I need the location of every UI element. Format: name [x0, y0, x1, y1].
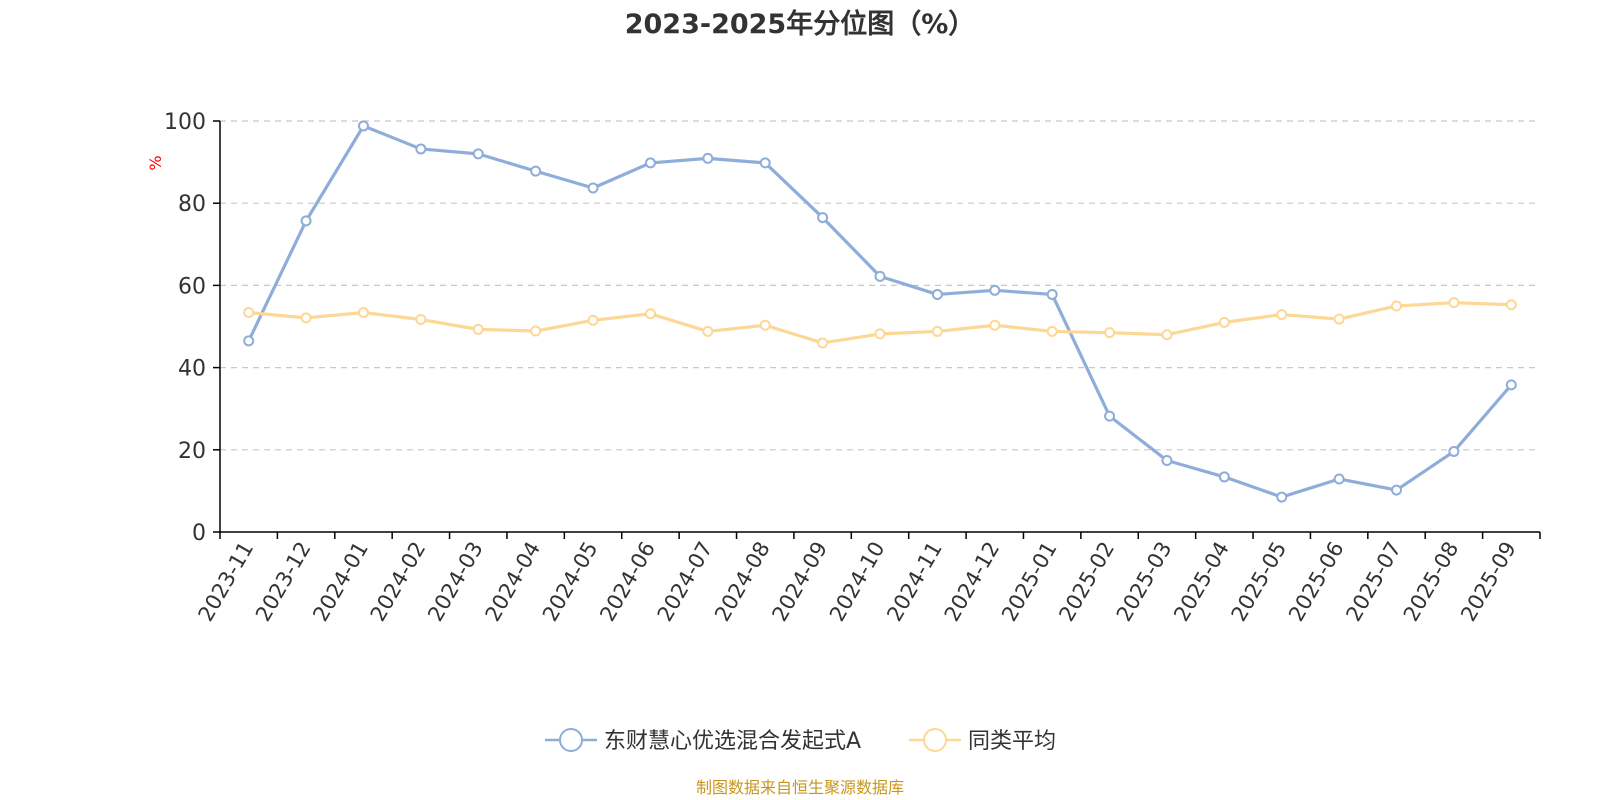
x-tick-label: 2025-09 — [1456, 538, 1521, 626]
data-point — [817, 337, 829, 349]
y-axis-ticks: 0 20 40 60 80 100 — [164, 110, 220, 546]
x-tick-label: 2024-12 — [940, 538, 1005, 626]
data-point — [530, 325, 542, 337]
x-tick-label: 2025-08 — [1399, 538, 1464, 626]
data-point — [874, 270, 886, 282]
x-tick-label: 2024-02 — [366, 538, 431, 626]
x-tick-label: 2024-01 — [308, 538, 373, 626]
x-tick-label: 2023-11 — [194, 538, 259, 626]
data-point — [1505, 379, 1517, 391]
x-tick-label: 2024-07 — [653, 538, 718, 626]
data-point — [1448, 445, 1460, 457]
data-point — [300, 215, 312, 227]
data-point — [415, 314, 427, 326]
data-point — [989, 284, 1001, 296]
data-point — [530, 165, 542, 177]
chart-title: 2023-2025年分位图（%） — [625, 8, 976, 40]
data-point — [1333, 473, 1345, 485]
data-point — [1391, 484, 1403, 496]
x-axis-ticks: 2023-112023-122024-012024-022024-032024-… — [194, 532, 1541, 626]
legend-label: 东财慧心优选混合发起式A — [604, 729, 861, 754]
data-point — [357, 307, 369, 319]
legend-marker-icon — [559, 728, 583, 752]
data-point — [1104, 327, 1116, 339]
x-tick-label: 2025-02 — [1054, 538, 1119, 626]
data-point — [1333, 313, 1345, 325]
legend[interactable]: 东财慧心优选混合发起式A 同类平均 — [545, 728, 1056, 754]
y-axis-unit: % — [146, 155, 165, 170]
x-tick-label: 2025-04 — [1169, 538, 1234, 626]
data-point — [989, 319, 1001, 331]
data-point — [1104, 410, 1116, 422]
x-tick-label: 2024-05 — [538, 538, 603, 626]
data-point — [1448, 297, 1460, 309]
data-point — [1391, 300, 1403, 312]
x-tick-label: 2024-09 — [767, 538, 832, 626]
data-point — [1505, 299, 1517, 311]
x-tick-label: 2025-06 — [1284, 538, 1349, 626]
data-point — [415, 143, 427, 155]
data-point — [587, 182, 599, 194]
grid-lines — [220, 120, 1540, 451]
data-point — [1276, 309, 1288, 321]
legend-item[interactable]: 同类平均 — [909, 728, 1056, 754]
data-point — [759, 319, 771, 331]
legend-item[interactable]: 东财慧心优选混合发起式A — [545, 728, 861, 754]
x-tick-label: 2025-01 — [997, 538, 1062, 626]
data-point — [1218, 316, 1230, 328]
data-point — [931, 288, 943, 300]
data-point — [702, 325, 714, 337]
data-point — [1046, 325, 1058, 337]
data-point — [759, 157, 771, 169]
x-tick-label: 2024-11 — [882, 538, 947, 626]
data-point — [702, 152, 714, 164]
series-line-1 — [247, 124, 1513, 499]
data-point — [1218, 471, 1230, 483]
data-point — [1161, 454, 1173, 466]
data-point — [644, 308, 656, 320]
x-tick-label: 2025-03 — [1112, 538, 1177, 626]
y-tick-label: 0 — [192, 521, 206, 546]
x-tick-label: 2024-10 — [825, 538, 890, 626]
y-tick-label: 20 — [178, 439, 206, 464]
data-point — [357, 120, 369, 132]
y-tick-label: 80 — [178, 192, 206, 217]
data-point — [817, 212, 829, 224]
series-lines — [243, 120, 1517, 503]
x-tick-label: 2024-04 — [481, 538, 546, 626]
x-tick-label: 2024-06 — [595, 538, 660, 626]
legend-label: 同类平均 — [968, 729, 1056, 754]
data-point — [1276, 491, 1288, 503]
y-tick-label: 40 — [178, 357, 206, 382]
x-tick-label: 2024-08 — [710, 538, 775, 626]
data-point — [587, 314, 599, 326]
x-tick-label: 2024-03 — [423, 538, 488, 626]
data-point — [874, 328, 886, 340]
data-point — [243, 335, 255, 347]
data-point — [243, 307, 255, 319]
data-point — [931, 325, 943, 337]
data-point — [300, 312, 312, 324]
axes — [219, 121, 1540, 533]
data-point — [1161, 329, 1173, 341]
data-point — [644, 157, 656, 169]
x-tick-label: 2023-12 — [251, 538, 316, 626]
data-point — [472, 323, 484, 335]
x-tick-label: 2025-07 — [1341, 538, 1406, 626]
data-point — [1046, 288, 1058, 300]
data-source-note: 制图数据来自恒生聚源数据库 — [696, 778, 904, 797]
legend-marker-icon — [923, 728, 947, 752]
data-point — [472, 148, 484, 160]
y-tick-label: 100 — [164, 110, 206, 135]
x-tick-label: 2025-05 — [1227, 538, 1292, 626]
y-tick-label: 60 — [178, 274, 206, 299]
